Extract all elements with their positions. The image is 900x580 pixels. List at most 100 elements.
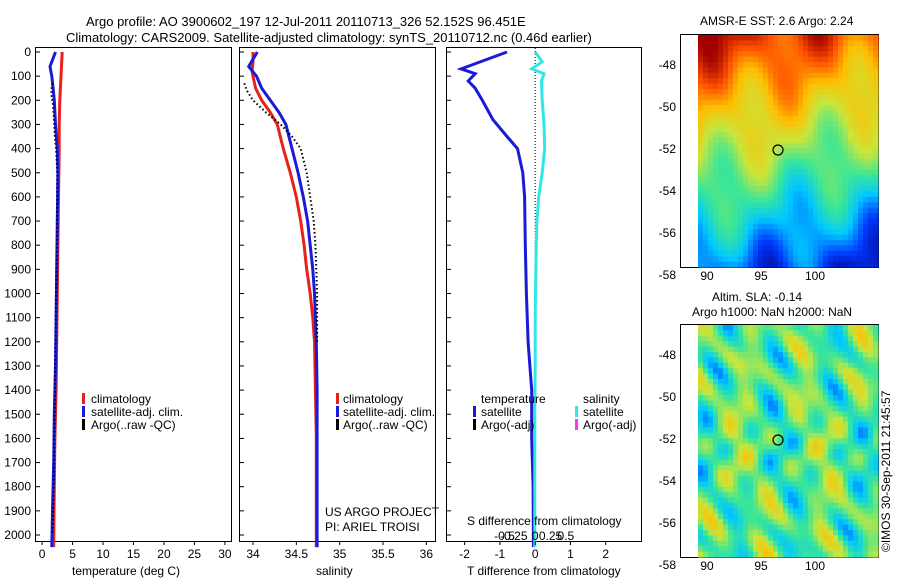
field-cell — [803, 362, 809, 369]
field-cell — [833, 325, 839, 331]
field-cell — [808, 422, 814, 429]
field-cell — [713, 395, 719, 402]
field-cell — [728, 513, 734, 520]
field-cell — [873, 459, 879, 466]
field-cell — [733, 459, 739, 466]
field-cell — [838, 164, 844, 171]
field-cell — [858, 481, 864, 488]
field-cell — [773, 245, 779, 252]
field-cell — [763, 126, 769, 133]
field-cell — [793, 519, 799, 526]
field-cell — [838, 325, 844, 331]
field-cell — [803, 341, 809, 348]
field-cell — [713, 476, 719, 483]
field-cell — [778, 422, 784, 429]
field-cell — [698, 341, 704, 348]
field-cell — [788, 218, 794, 225]
field-cell — [703, 202, 709, 209]
field-cell — [783, 535, 789, 542]
field-cell — [713, 250, 719, 257]
field-cell — [843, 330, 849, 337]
field-cell — [818, 325, 824, 331]
field-cell — [873, 218, 879, 225]
field-cell — [698, 196, 704, 203]
field-cell — [808, 142, 814, 149]
field-cell — [763, 245, 769, 252]
field-cell — [818, 535, 824, 542]
field-cell — [703, 229, 709, 236]
field-cell — [723, 389, 729, 396]
field-cell — [868, 164, 874, 171]
field-cell — [748, 357, 754, 364]
field-cell — [848, 89, 854, 95]
field-cell — [818, 153, 824, 160]
field-cell — [803, 35, 809, 41]
field-cell — [858, 540, 864, 547]
field-cell — [698, 89, 704, 95]
field-cell — [743, 153, 749, 160]
field-cell — [748, 540, 754, 547]
field-cell — [863, 164, 869, 171]
field-cell — [718, 503, 724, 509]
field-cell — [818, 121, 824, 128]
field-cell — [858, 105, 864, 112]
field-cell — [793, 132, 799, 139]
field-cell — [868, 169, 874, 176]
field-cell — [753, 218, 759, 225]
field-cell — [818, 330, 824, 337]
field-cell — [718, 89, 724, 95]
field-cell — [778, 202, 784, 209]
field-cell — [843, 443, 849, 450]
field-cell — [848, 110, 854, 117]
field-cell — [763, 153, 769, 160]
field-cell — [858, 476, 864, 483]
field-cell — [738, 519, 744, 526]
field-cell — [718, 368, 724, 375]
field-cell — [788, 379, 794, 385]
field-cell — [748, 218, 754, 225]
field-cell — [723, 67, 729, 74]
field-cell — [768, 503, 774, 509]
field-cell — [708, 202, 714, 209]
field-cell — [773, 110, 779, 117]
field-cell — [833, 45, 839, 52]
field-cell — [738, 400, 744, 407]
field-cell — [818, 346, 824, 353]
field-cell — [838, 110, 844, 117]
field-cell — [858, 223, 864, 230]
field-cell — [863, 330, 869, 337]
field-cell — [808, 94, 814, 101]
field-cell — [708, 454, 714, 461]
field-cell — [718, 142, 724, 149]
field-cell — [818, 229, 824, 236]
field-cell — [713, 405, 719, 412]
field-cell — [873, 175, 879, 182]
field-cell — [728, 486, 734, 493]
field-cell — [798, 530, 804, 536]
field-cell — [768, 196, 774, 203]
field-cell — [838, 405, 844, 412]
field-cell — [743, 454, 749, 461]
field-cell — [768, 357, 774, 364]
field-cell — [813, 250, 819, 257]
field-cell — [773, 40, 779, 47]
field-cell — [793, 432, 799, 439]
field-cell — [728, 416, 734, 423]
field-cell — [718, 67, 724, 74]
field-cell — [808, 481, 814, 488]
field-cell — [833, 400, 839, 407]
legend-swatch-climatology — [336, 393, 339, 404]
field-cell — [733, 153, 739, 160]
field-cell — [853, 513, 859, 520]
field-cell — [853, 51, 859, 58]
field-cell — [708, 169, 714, 176]
field-cell — [733, 346, 739, 353]
field-cell — [728, 245, 734, 252]
field-cell — [708, 379, 714, 385]
field-cell — [738, 132, 744, 139]
field-cell — [793, 427, 799, 434]
field-cell — [783, 169, 789, 176]
field-cell — [873, 379, 879, 385]
field-cell — [793, 153, 799, 160]
field-cell — [733, 492, 739, 499]
